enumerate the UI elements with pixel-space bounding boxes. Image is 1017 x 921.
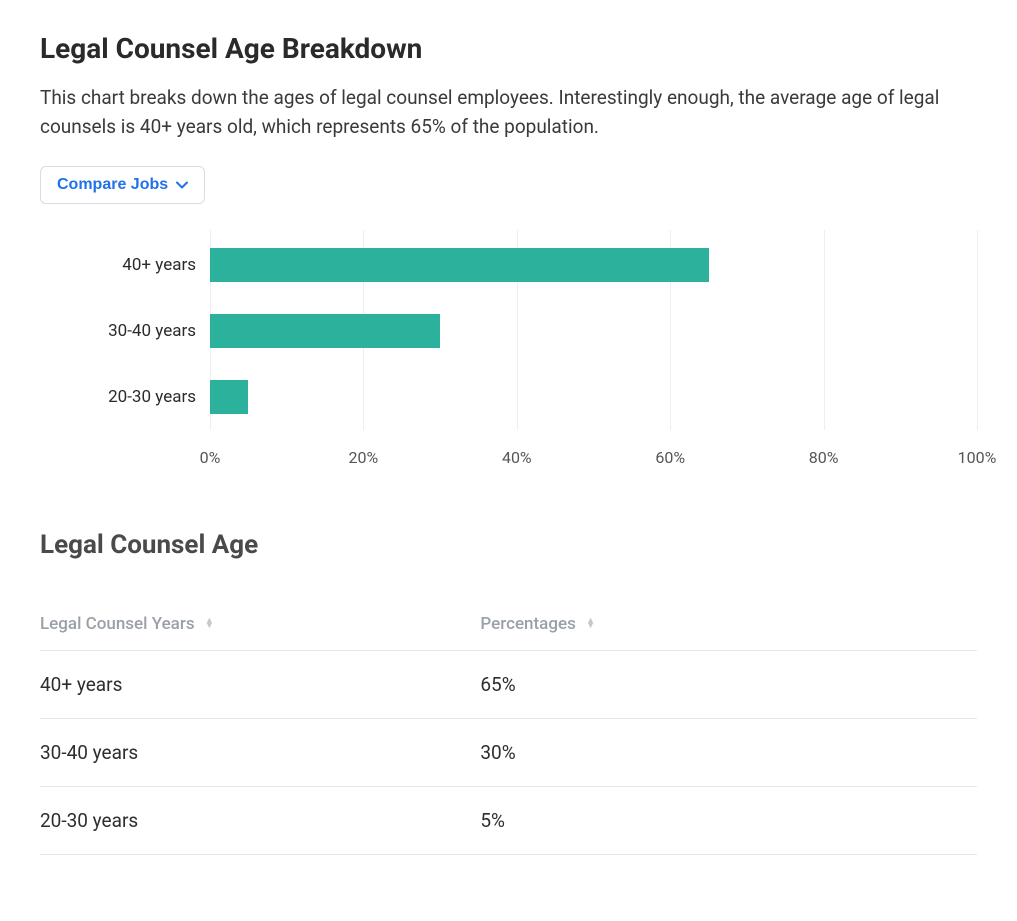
table-header-percentages[interactable]: Percentages ▲▼	[480, 600, 977, 651]
table-cell-years: 30-40 years	[40, 718, 480, 786]
chart-bar-row: 20-30 years	[210, 380, 977, 414]
age-table: Legal Counsel Years ▲▼ Percentages ▲▼ 40…	[40, 600, 977, 855]
chart-bar-label: 20-30 years	[108, 387, 210, 407]
chart-bar-row: 30-40 years	[210, 314, 977, 348]
table-row: 30-40 years30%	[40, 718, 977, 786]
table-cell-percentage: 65%	[480, 650, 977, 718]
chart-bar	[210, 248, 709, 282]
table-cell-years: 40+ years	[40, 650, 480, 718]
chart-bar-row: 40+ years	[210, 248, 977, 282]
chart-x-tick: 20%	[349, 448, 379, 467]
table-header-years[interactable]: Legal Counsel Years ▲▼	[40, 600, 480, 651]
chevron-down-icon	[176, 176, 188, 194]
compare-jobs-button[interactable]: Compare Jobs	[40, 166, 205, 204]
chart-x-tick: 100%	[958, 448, 997, 467]
chart-bar	[210, 380, 248, 414]
chart-x-tick: 60%	[655, 448, 685, 467]
table-cell-years: 20-30 years	[40, 786, 480, 854]
chart-bar	[210, 314, 440, 348]
table-cell-percentage: 5%	[480, 786, 977, 854]
table-cell-percentage: 30%	[480, 718, 977, 786]
age-bar-chart: 40+ years 30-40 years 20-30 years 0% 20% 40%…	[40, 230, 977, 470]
table-title: Legal Counsel Age	[40, 530, 977, 560]
page-title: Legal Counsel Age Breakdown	[40, 32, 977, 65]
chart-x-tick: 80%	[809, 448, 839, 467]
table-header-percentages-label: Percentages	[480, 614, 575, 634]
compare-jobs-label: Compare Jobs	[57, 176, 168, 194]
table-row: 40+ years65%	[40, 650, 977, 718]
table-row: 20-30 years5%	[40, 786, 977, 854]
chart-x-tick: 0%	[200, 448, 221, 467]
chart-gridline	[977, 230, 978, 430]
chart-x-tick: 40%	[502, 448, 532, 467]
chart-bar-label: 40+ years	[122, 255, 210, 275]
chart-bar-label: 30-40 years	[108, 321, 210, 341]
table-header-years-label: Legal Counsel Years	[40, 614, 195, 634]
page-description: This chart breaks down the ages of legal…	[40, 83, 940, 142]
sort-icon: ▲▼	[205, 619, 214, 629]
sort-icon: ▲▼	[586, 619, 595, 629]
